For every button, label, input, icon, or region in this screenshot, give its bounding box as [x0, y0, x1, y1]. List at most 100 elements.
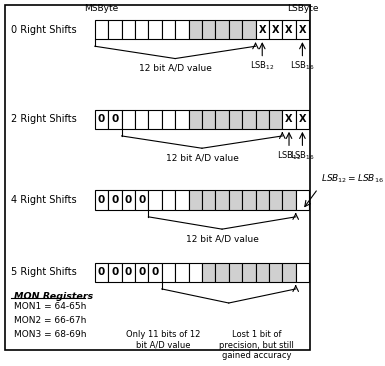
Text: 12 bit A/D value: 12 bit A/D value: [166, 153, 238, 163]
Text: 0: 0: [111, 114, 119, 124]
Bar: [282, 109, 296, 129]
Bar: [229, 190, 242, 210]
Text: 12 bit A/D value: 12 bit A/D value: [139, 64, 212, 73]
Text: 0: 0: [125, 267, 132, 277]
Text: MON1 = 64-65h: MON1 = 64-65h: [14, 302, 86, 311]
Bar: [108, 109, 122, 129]
Bar: [296, 20, 309, 39]
Text: 0: 0: [98, 114, 105, 124]
Text: 0: 0: [111, 195, 119, 205]
Bar: [215, 109, 229, 129]
Bar: [95, 20, 108, 39]
Text: 0 Right Shifts: 0 Right Shifts: [11, 25, 76, 34]
Bar: [148, 262, 162, 282]
Text: 0: 0: [138, 195, 145, 205]
Bar: [135, 262, 148, 282]
Bar: [215, 20, 229, 39]
Bar: [229, 262, 242, 282]
Bar: [162, 262, 175, 282]
Bar: [148, 190, 162, 210]
Text: $LSB_{12} = LSB_{16}$: $LSB_{12} = LSB_{16}$: [321, 173, 384, 185]
Bar: [282, 20, 296, 39]
Bar: [162, 20, 175, 39]
Bar: [162, 109, 175, 129]
Text: LSB$_{12}$: LSB$_{12}$: [250, 60, 275, 72]
Bar: [256, 262, 269, 282]
Text: LSB$_{16}$: LSB$_{16}$: [290, 60, 315, 72]
Bar: [256, 190, 269, 210]
Bar: [135, 190, 148, 210]
Bar: [95, 190, 108, 210]
Bar: [189, 20, 202, 39]
Bar: [242, 109, 256, 129]
Bar: [148, 20, 162, 39]
Bar: [282, 262, 296, 282]
Bar: [215, 190, 229, 210]
Bar: [215, 262, 229, 282]
Bar: [189, 109, 202, 129]
Bar: [108, 190, 122, 210]
Text: X: X: [272, 25, 280, 34]
Text: X: X: [299, 114, 306, 124]
Text: 0: 0: [111, 267, 119, 277]
Bar: [269, 190, 282, 210]
Bar: [269, 109, 282, 129]
Bar: [282, 190, 296, 210]
Bar: [95, 109, 108, 129]
Bar: [269, 20, 282, 39]
Text: X: X: [258, 25, 266, 34]
Text: 5 Right Shifts: 5 Right Shifts: [11, 267, 77, 277]
Text: MON3 = 68-69h: MON3 = 68-69h: [14, 330, 86, 339]
Text: 0: 0: [98, 267, 105, 277]
Bar: [135, 109, 148, 129]
Text: 12 bit A/D value: 12 bit A/D value: [186, 234, 258, 243]
Bar: [256, 20, 269, 39]
Bar: [202, 190, 215, 210]
Bar: [189, 262, 202, 282]
Bar: [202, 20, 215, 39]
Text: X: X: [299, 25, 306, 34]
Bar: [122, 190, 135, 210]
Text: MON2 = 66-67h: MON2 = 66-67h: [14, 316, 86, 325]
Text: Lost 1 bit of
precision, but still
gained accuracy: Lost 1 bit of precision, but still gaine…: [219, 330, 294, 360]
Bar: [296, 109, 309, 129]
Text: X: X: [285, 114, 293, 124]
Bar: [242, 262, 256, 282]
Bar: [256, 109, 269, 129]
Bar: [95, 262, 108, 282]
Bar: [175, 20, 189, 39]
Bar: [296, 190, 309, 210]
Text: MON Registers: MON Registers: [14, 292, 93, 300]
Text: 4 Right Shifts: 4 Right Shifts: [11, 195, 76, 205]
Text: 0: 0: [138, 267, 145, 277]
Text: LSB$_{16}$: LSB$_{16}$: [290, 149, 315, 162]
Bar: [175, 262, 189, 282]
Bar: [202, 262, 215, 282]
Bar: [108, 20, 122, 39]
Text: 0: 0: [98, 195, 105, 205]
Bar: [122, 109, 135, 129]
Bar: [162, 190, 175, 210]
Text: 0: 0: [151, 267, 159, 277]
Bar: [135, 20, 148, 39]
Text: Only 11 bits of 12
bit A/D value: Only 11 bits of 12 bit A/D value: [126, 330, 201, 350]
Bar: [242, 20, 256, 39]
Bar: [189, 190, 202, 210]
Bar: [229, 20, 242, 39]
Text: 2 Right Shifts: 2 Right Shifts: [11, 114, 77, 124]
Text: LSByte: LSByte: [287, 4, 318, 13]
Bar: [108, 262, 122, 282]
Bar: [202, 109, 215, 129]
Text: LSB$_{12}$: LSB$_{12}$: [277, 149, 301, 162]
Bar: [229, 109, 242, 129]
Bar: [122, 20, 135, 39]
Bar: [122, 262, 135, 282]
Bar: [148, 109, 162, 129]
Bar: [296, 262, 309, 282]
Text: 0: 0: [125, 195, 132, 205]
Bar: [269, 262, 282, 282]
Text: X: X: [285, 25, 293, 34]
Bar: [175, 190, 189, 210]
Text: MSByte: MSByte: [84, 4, 119, 13]
FancyBboxPatch shape: [5, 5, 310, 350]
